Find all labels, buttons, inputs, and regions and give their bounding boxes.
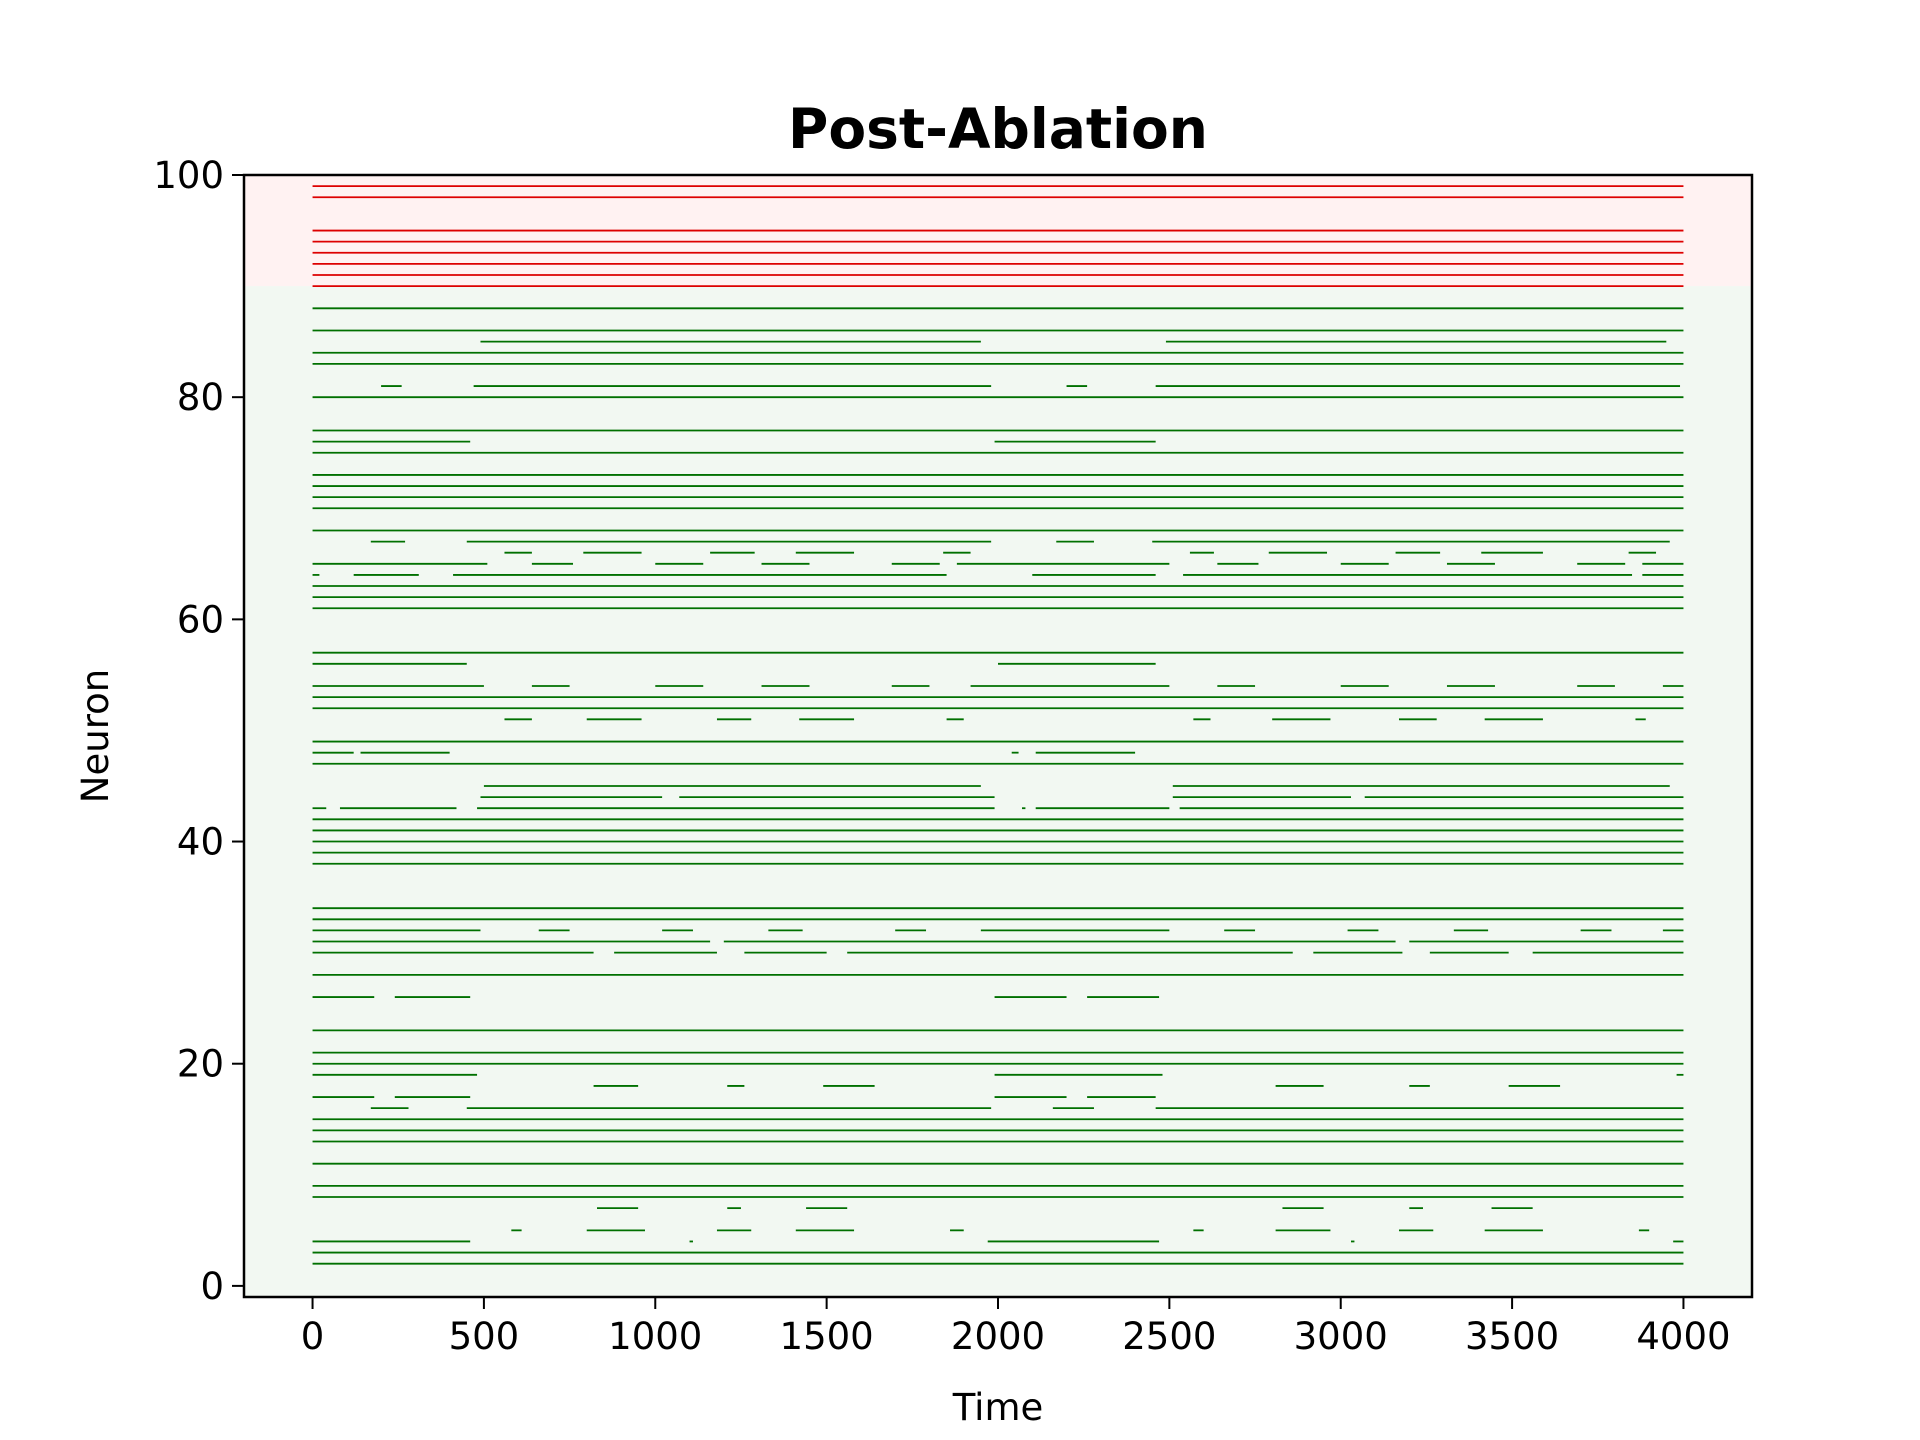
x-tick-label-3000: 3000 [1294,1315,1388,1358]
x-tick-label-0: 0 [301,1315,325,1358]
chart-title: Post-Ablation [788,97,1208,161]
x-tick-label-1500: 1500 [780,1315,874,1358]
x-tick-label-2500: 2500 [1122,1315,1216,1358]
y-axis-ticks: 0 20 40 60 80 100 [153,154,244,1308]
y-tick-label-60: 60 [177,598,224,641]
x-tick-label-2000: 2000 [951,1315,1045,1358]
region-band-1 [244,286,1752,1297]
y-tick-label-0: 0 [200,1265,224,1308]
x-axis-ticks: 0 500 1000 1500 2000 2500 3000 3500 4000 [301,1297,1731,1358]
y-axis-label: Neuron [74,669,117,803]
y-tick-label-40: 40 [177,821,224,864]
y-tick-label-80: 80 [177,376,224,419]
x-tick-label-3500: 3500 [1465,1315,1559,1358]
x-tick-label-1000: 1000 [608,1315,702,1358]
x-tick-label-4000: 4000 [1636,1315,1730,1358]
x-axis-label: Time [952,1386,1044,1429]
spike-rows [312,185,1684,1265]
y-tick-label-20: 20 [177,1043,224,1086]
y-tick-label-100: 100 [153,154,224,197]
background-regions [244,175,1752,1297]
x-tick-label-500: 500 [449,1315,520,1358]
